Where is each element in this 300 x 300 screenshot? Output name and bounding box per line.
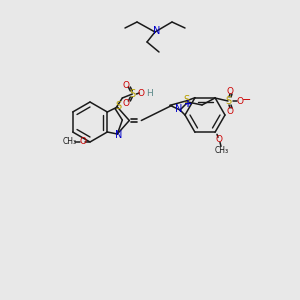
Text: O: O xyxy=(138,88,145,98)
Text: O: O xyxy=(226,86,233,95)
Text: CH₃: CH₃ xyxy=(63,137,77,146)
Text: O: O xyxy=(226,106,233,116)
Text: O: O xyxy=(123,80,130,89)
Text: N: N xyxy=(175,104,183,114)
Text: S: S xyxy=(115,101,122,111)
Text: S: S xyxy=(183,95,189,105)
Text: N: N xyxy=(115,130,122,140)
Text: +: + xyxy=(184,99,192,109)
Text: H: H xyxy=(146,88,153,98)
Text: N: N xyxy=(153,26,161,36)
Text: S: S xyxy=(129,89,135,99)
Text: S: S xyxy=(225,96,231,106)
Text: O: O xyxy=(80,137,86,146)
Text: −: − xyxy=(242,95,252,105)
Text: O: O xyxy=(236,97,244,106)
Text: O: O xyxy=(123,98,130,107)
Text: O: O xyxy=(215,135,223,144)
Text: CH₃: CH₃ xyxy=(215,146,229,155)
